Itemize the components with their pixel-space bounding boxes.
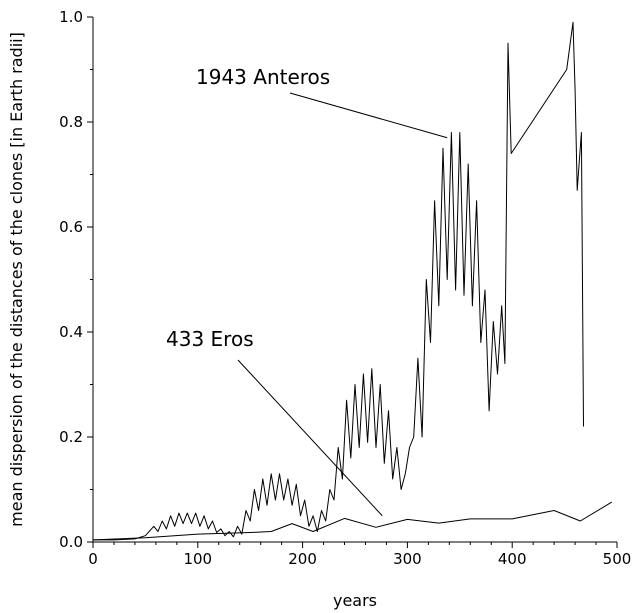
annotation-layer: 1943 Anteros 433 Eros (166, 65, 448, 517)
x-tick-label: 200 (288, 550, 317, 568)
series-layer (92, 21, 613, 541)
x-tick-label: 400 (498, 550, 527, 568)
y-tick-label: 0.0 (59, 533, 83, 551)
x-tick-label: 0 (88, 550, 98, 568)
annotation-leader-line (289, 92, 448, 139)
x-tick-label: 100 (183, 550, 212, 568)
y-tick-label: 0.6 (59, 218, 83, 236)
x-tick-label: 500 (603, 550, 632, 568)
y-tick-label: 0.4 (59, 323, 83, 341)
axes: 0 100 200 300 400 500 0.0 0.2 0.4 0.6 0.8 1.0 (59, 8, 631, 568)
annotation-leader-line (237, 359, 383, 517)
y-tick-label: 1.0 (59, 8, 83, 26)
series-line-anteros (93, 21, 584, 541)
x-axis-title: years (333, 591, 377, 610)
annotation-label: 433 Eros (166, 327, 254, 351)
y-tick-label: 0.2 (59, 428, 83, 446)
y-tick-label: 0.8 (59, 113, 83, 131)
y-axis-title: mean dispersion of the distances of the … (7, 32, 26, 527)
annotation-label: 1943 Anteros (196, 65, 330, 89)
x-tick-label: 300 (393, 550, 422, 568)
series-line-eros (92, 501, 613, 541)
